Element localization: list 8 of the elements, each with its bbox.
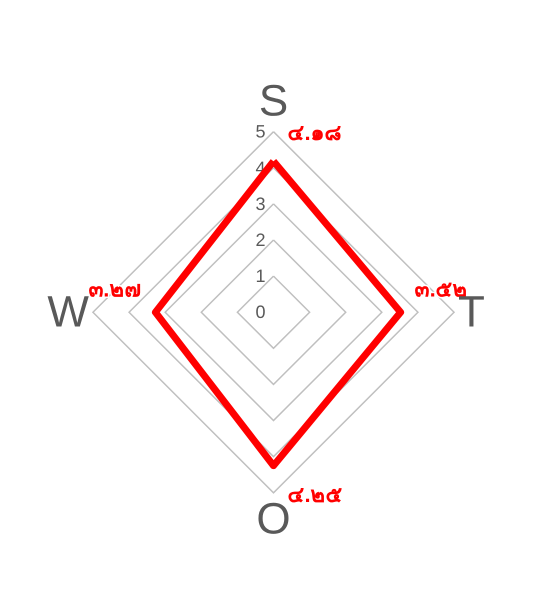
y-tick-label: 2 xyxy=(255,230,266,250)
y-tick-label: 3 xyxy=(255,194,266,214)
spoke-label: W xyxy=(47,288,90,337)
data-label: ๔.๑๘ xyxy=(288,120,342,145)
data-label: ๓.๒๗ xyxy=(88,276,142,302)
y-tick-label: 1 xyxy=(255,266,266,286)
data-label: ๔.๒๕ xyxy=(288,482,343,508)
y-tick-label: 0 xyxy=(255,302,266,322)
